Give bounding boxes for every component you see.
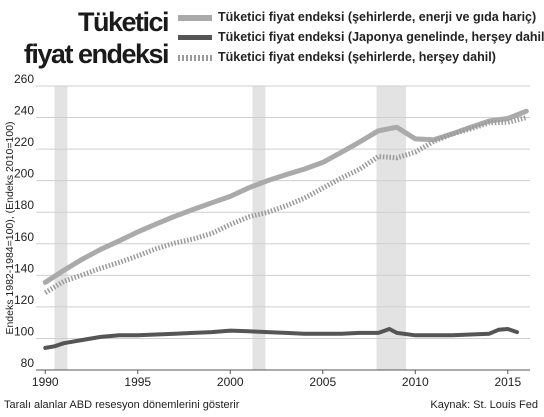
recession-band-1 bbox=[252, 86, 266, 370]
legend-item-all-items: Tüketici fiyat endeksi (şehirlerde, herş… bbox=[178, 48, 538, 68]
y-tick-label-160: 160 bbox=[14, 230, 34, 244]
source-note: Kaynak: St. Louis Fed bbox=[430, 399, 538, 411]
x-tick-label-2005: 2005 bbox=[309, 375, 336, 389]
legend-item-japan: Tüketici fiyat endeksi (Japonya genelind… bbox=[178, 28, 544, 48]
y-tick-label-220: 220 bbox=[14, 135, 34, 149]
chart-title-line1: Tüketici bbox=[77, 7, 170, 37]
legend-swatch-excl-food-energy bbox=[178, 15, 212, 21]
y-tick-label-200: 200 bbox=[14, 167, 34, 181]
x-tick-label-2015: 2015 bbox=[494, 375, 521, 389]
series-line-1 bbox=[43, 327, 519, 350]
legend-swatch-all-items bbox=[178, 55, 212, 61]
y-tick-label-260: 260 bbox=[14, 72, 34, 86]
chart-title: Tüketici fiyat endeksi bbox=[8, 6, 170, 70]
series-line-2 bbox=[43, 115, 527, 295]
chart-title-line2: fiyat endeksi bbox=[23, 39, 170, 69]
legend-item-excl-food-energy: Tüketici fiyat endeksi (şehirlerde, ener… bbox=[178, 8, 538, 28]
y-tick-label-240: 240 bbox=[14, 104, 34, 118]
y-tick-label-120: 120 bbox=[14, 293, 34, 307]
x-tick-label-1990: 1990 bbox=[32, 375, 59, 389]
legend-label-japan: Tüketici fiyat endeksi (Japonya genelind… bbox=[218, 30, 544, 44]
y-tick-label-180: 180 bbox=[14, 198, 34, 212]
legend: Tüketici fiyat endeksi (şehirlerde, ener… bbox=[178, 8, 544, 68]
recession-footnote: Taralı alanlar ABD resesyon dönemlerini … bbox=[4, 399, 240, 411]
y-tick-label-100: 100 bbox=[14, 324, 34, 338]
x-tick-label-2010: 2010 bbox=[402, 375, 429, 389]
x-tick-label-1995: 1995 bbox=[124, 375, 151, 389]
y-axis-title: Endeks 1982-1984=100), (Endeks 2010=100) bbox=[4, 121, 16, 334]
legend-swatch-japan bbox=[178, 35, 212, 40]
legend-label-excl-food-energy: Tüketici fiyat endeksi (şehirlerde, ener… bbox=[218, 10, 537, 24]
y-tick-label-80: 80 bbox=[21, 356, 35, 370]
legend-label-all-items: Tüketici fiyat endeksi (şehirlerde, herş… bbox=[218, 50, 496, 64]
y-tick-label-140: 140 bbox=[14, 261, 34, 275]
recession-band-2 bbox=[376, 86, 407, 370]
series-line-0 bbox=[42, 108, 529, 285]
recession-band-0 bbox=[54, 86, 68, 370]
x-tick-label-2000: 2000 bbox=[217, 375, 244, 389]
